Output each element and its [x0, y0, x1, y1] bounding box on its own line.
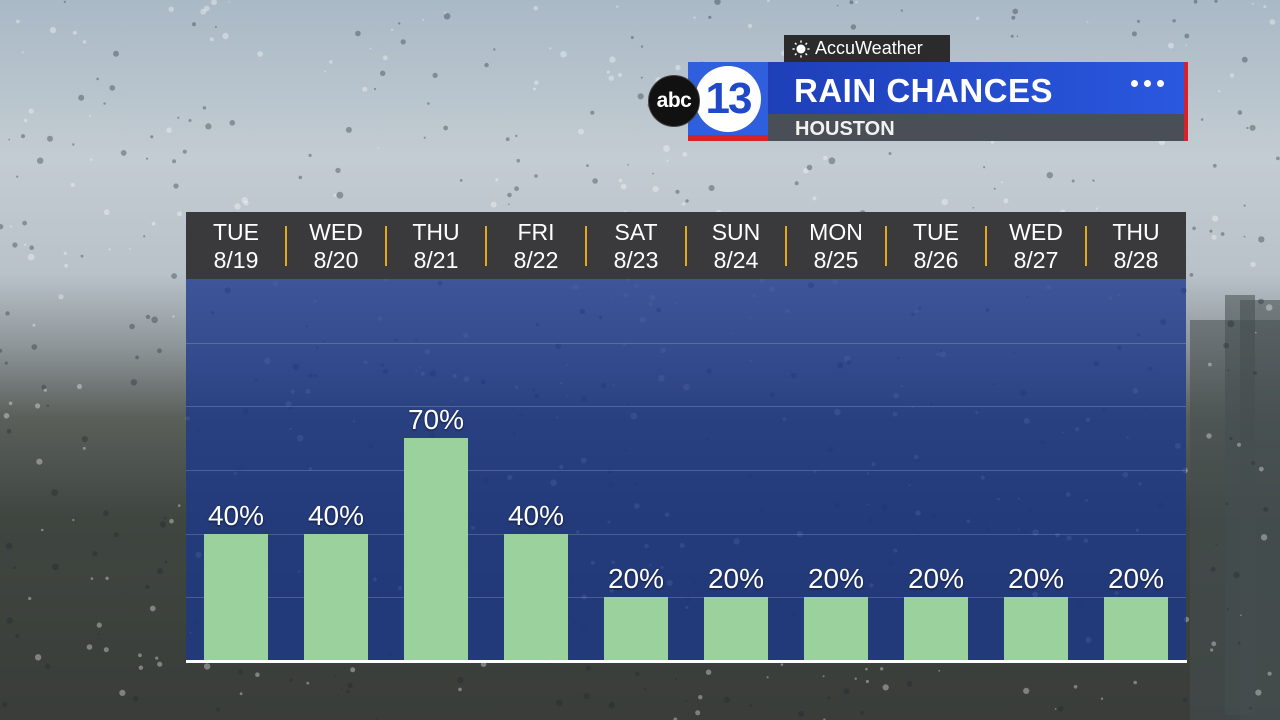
rain-chance-bar [404, 438, 468, 661]
ellipsis-icon [1131, 80, 1164, 87]
day-separator [285, 226, 287, 266]
page-title: RAIN CHANCES [794, 72, 1054, 109]
abc-logo: abc [648, 75, 700, 127]
day-separator [985, 226, 987, 266]
title-banner: RAIN CHANCES HOUSTON [768, 62, 1188, 141]
chart-baseline [186, 660, 1187, 663]
rain-chance-bar [504, 533, 568, 661]
rain-chance-bar [704, 597, 768, 661]
rain-chance-label: 20% [1107, 563, 1165, 595]
rain-chance-label: 70% [407, 404, 465, 436]
rain-chance-label: 40% [307, 499, 365, 531]
day-label: SAT 8/23 [586, 212, 686, 279]
gridline [186, 342, 1186, 344]
location-label: HOUSTON [795, 118, 895, 140]
day-date: 8/22 [513, 247, 559, 273]
gridline [186, 406, 1186, 408]
day-name: THU [1112, 219, 1160, 245]
rain-chance-label: 20% [607, 563, 665, 595]
accuweather-badge: AccuWeather [784, 35, 950, 62]
day-date: 8/21 [413, 247, 459, 273]
day-label: TUE 8/19 [186, 212, 286, 279]
chart-plot-area: 40% 40% 70% 40% 20% 20% 20% 20% 20% 20% [186, 279, 1186, 661]
rain-chance-bar [1104, 597, 1168, 661]
day-label: TUE 8/26 [886, 212, 986, 279]
day-separator [385, 226, 387, 266]
day-name: SAT [614, 219, 658, 245]
day-date: 8/24 [713, 247, 759, 273]
station-13-logo: 13 [688, 62, 768, 141]
rain-chance-label: 20% [907, 563, 965, 595]
day-label: THU 8/28 [1086, 212, 1186, 279]
day-label: SUN 8/24 [686, 212, 786, 279]
rain-chance-label: 20% [807, 563, 865, 595]
rain-chance-label: 40% [507, 499, 565, 531]
day-separator [485, 226, 487, 266]
rain-chance-label: 20% [707, 563, 765, 595]
day-name: WED [309, 219, 363, 245]
day-date: 8/19 [213, 247, 259, 273]
rain-chance-label: 20% [1007, 563, 1065, 595]
day-name: WED [1009, 219, 1063, 245]
day-label: WED 8/27 [986, 212, 1086, 279]
day-separator [585, 226, 587, 266]
day-separator [885, 226, 887, 266]
day-separator [1085, 226, 1087, 266]
day-separator [785, 226, 787, 266]
day-label: THU 8/21 [386, 212, 486, 279]
day-name: THU [412, 219, 460, 245]
rain-chance-bar [904, 597, 968, 661]
rain-chance-label: 40% [207, 499, 265, 531]
day-name: TUE [213, 219, 259, 245]
gridline [186, 533, 1186, 535]
day-name: SUN [711, 219, 761, 245]
station-number: 13 [705, 73, 753, 123]
day-date: 8/20 [313, 247, 359, 273]
day-date: 8/26 [913, 247, 959, 273]
day-label: WED 8/20 [286, 212, 386, 279]
day-header-row: TUE 8/19 WED 8/20 THU 8/21 FRI 8/22 SAT 8/23 SUN 8/… [186, 212, 1186, 279]
day-date: 8/23 [613, 247, 659, 273]
day-label: FRI 8/22 [486, 212, 586, 279]
day-name: FRI [517, 219, 555, 245]
day-label: MON 8/25 [786, 212, 886, 279]
day-date: 8/25 [813, 247, 859, 273]
day-name: TUE [913, 219, 959, 245]
day-name: MON [809, 219, 863, 245]
gridline [186, 597, 1186, 599]
gridline [186, 470, 1186, 471]
rain-chance-bar [304, 533, 368, 661]
day-date: 8/27 [1013, 247, 1059, 273]
sun-icon [792, 39, 810, 58]
accuweather-label: AccuWeather [815, 38, 923, 58]
rain-chance-bar [204, 533, 268, 661]
day-separator [685, 226, 687, 266]
day-date: 8/28 [1113, 247, 1159, 273]
rain-chance-bar [804, 597, 868, 661]
rain-chance-bar [1004, 597, 1068, 661]
rain-chance-bar [604, 597, 668, 661]
